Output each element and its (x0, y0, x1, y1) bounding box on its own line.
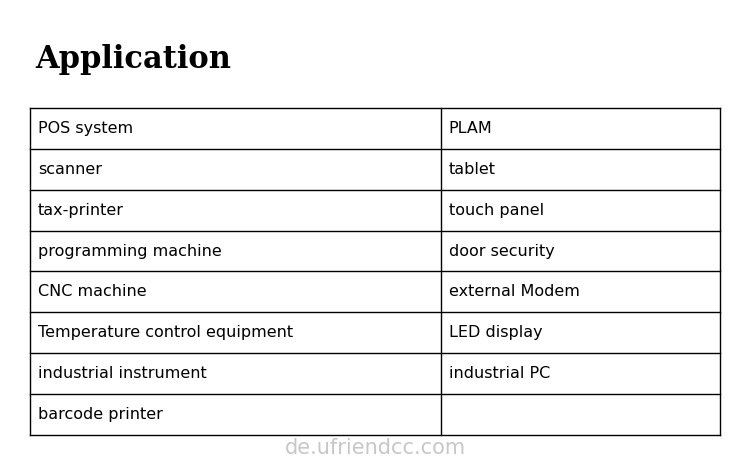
Text: industrial instrument: industrial instrument (38, 366, 207, 381)
Text: PLAM: PLAM (448, 121, 492, 136)
Text: industrial PC: industrial PC (448, 366, 550, 381)
Text: tablet: tablet (448, 162, 496, 177)
Text: Application: Application (35, 44, 231, 75)
Text: tax-printer: tax-printer (38, 203, 124, 218)
Text: programming machine: programming machine (38, 243, 222, 258)
Text: external Modem: external Modem (448, 284, 580, 299)
Text: Temperature control equipment: Temperature control equipment (38, 325, 293, 340)
Text: POS system: POS system (38, 121, 134, 136)
Text: LED display: LED display (448, 325, 542, 340)
Text: barcode printer: barcode printer (38, 407, 163, 422)
Text: door security: door security (448, 243, 554, 258)
Text: touch panel: touch panel (448, 203, 544, 218)
Text: de.ufriendcc.com: de.ufriendcc.com (284, 438, 466, 458)
Text: CNC machine: CNC machine (38, 284, 147, 299)
Text: scanner: scanner (38, 162, 102, 177)
